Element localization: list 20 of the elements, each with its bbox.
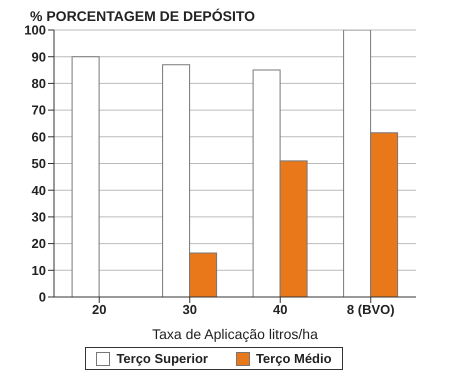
y-tick-label: 80 bbox=[32, 76, 46, 92]
bar bbox=[72, 56, 100, 297]
x-axis-title: Taxa de Aplicação litros/ha bbox=[152, 326, 318, 342]
legend-label: Terço Médio bbox=[254, 351, 332, 366]
y-tick-label: 100 bbox=[24, 22, 46, 38]
legend-label: Terço Superior bbox=[115, 351, 208, 366]
y-tick-label: 0 bbox=[38, 290, 46, 305]
y-tick-label: 70 bbox=[32, 102, 46, 118]
y-tick-label: 40 bbox=[32, 182, 46, 198]
x-tick-label: 40 bbox=[273, 302, 288, 318]
x-tick-label: 20 bbox=[92, 302, 106, 318]
y-tick-label: 30 bbox=[32, 210, 46, 225]
x-tick-label: 30 bbox=[182, 302, 197, 318]
y-tick-label: 50 bbox=[32, 156, 46, 172]
y-tick-label: 90 bbox=[32, 49, 46, 64]
y-tick-label: 60 bbox=[32, 129, 46, 144]
y-tick-label: 10 bbox=[32, 262, 46, 278]
chart-title: % PORCENTAGEM DE DEPÓSITO bbox=[30, 8, 256, 24]
x-tick-label: 8 (BVO) bbox=[346, 302, 395, 318]
y-tick-label: 20 bbox=[32, 236, 46, 252]
